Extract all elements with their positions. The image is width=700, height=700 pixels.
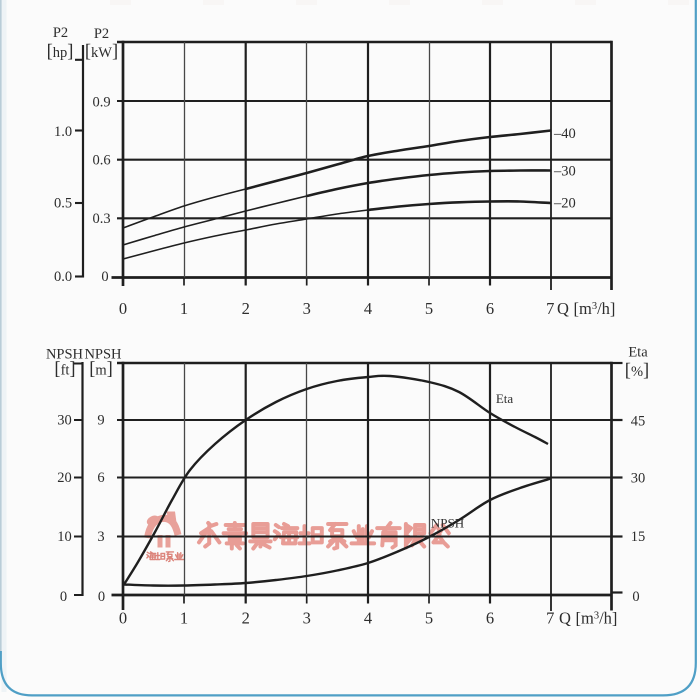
svg-text:6: 6 xyxy=(486,609,494,628)
svg-text:[kW]: [kW] xyxy=(85,42,118,62)
svg-text:NPSH: NPSH xyxy=(46,347,84,363)
svg-text:0: 0 xyxy=(119,609,127,628)
svg-text:30: 30 xyxy=(631,471,646,487)
svg-text:[%]: [%] xyxy=(625,361,649,381)
svg-text:[m3/h]: [m3/h] xyxy=(576,609,618,628)
svg-text:Eta: Eta xyxy=(628,345,648,361)
svg-text:NPSH: NPSH xyxy=(84,347,122,363)
svg-text:[m]: [m] xyxy=(89,360,113,380)
svg-text:[ft]: [ft] xyxy=(54,360,75,380)
svg-text:0: 0 xyxy=(60,589,67,605)
svg-text:9: 9 xyxy=(97,413,104,429)
svg-text:Eta: Eta xyxy=(496,391,514,406)
svg-text:Q: Q xyxy=(559,609,571,628)
svg-text:45: 45 xyxy=(631,414,646,430)
svg-text:2: 2 xyxy=(242,609,250,628)
svg-text:0: 0 xyxy=(632,589,639,605)
svg-text:–40: –40 xyxy=(553,126,576,142)
svg-text:0.9: 0.9 xyxy=(92,95,110,111)
svg-text:0: 0 xyxy=(119,299,127,318)
svg-text:6: 6 xyxy=(486,299,494,318)
svg-text:0: 0 xyxy=(101,269,108,285)
svg-text:5: 5 xyxy=(425,609,433,628)
svg-text:[hp]: [hp] xyxy=(47,42,74,62)
svg-text:2: 2 xyxy=(242,299,250,318)
svg-text:20: 20 xyxy=(57,470,72,486)
svg-text:–30: –30 xyxy=(553,164,576,180)
svg-text:0.6: 0.6 xyxy=(92,153,110,169)
svg-text:0.5: 0.5 xyxy=(54,196,72,212)
svg-text:3: 3 xyxy=(303,609,311,628)
svg-text:0.0: 0.0 xyxy=(54,269,72,285)
svg-text:P2: P2 xyxy=(94,26,109,42)
svg-text:3: 3 xyxy=(303,299,311,318)
svg-text:1.0: 1.0 xyxy=(54,124,72,140)
svg-text:1: 1 xyxy=(180,609,188,628)
svg-text:NPSH: NPSH xyxy=(431,516,464,531)
svg-text:Q: Q xyxy=(557,299,569,318)
svg-text:–20: –20 xyxy=(553,196,576,212)
svg-text:0.3: 0.3 xyxy=(92,211,110,227)
svg-text:P2: P2 xyxy=(53,25,68,41)
svg-text:4: 4 xyxy=(364,299,372,318)
svg-text:15: 15 xyxy=(631,529,646,545)
svg-text:7: 7 xyxy=(546,609,554,628)
svg-text:0: 0 xyxy=(98,589,105,605)
svg-text:6: 6 xyxy=(97,470,104,486)
svg-text:30: 30 xyxy=(57,413,72,429)
svg-text:10: 10 xyxy=(57,529,72,545)
svg-text:5: 5 xyxy=(425,299,433,318)
svg-text:1: 1 xyxy=(180,299,188,318)
svg-text:[m3/h]: [m3/h] xyxy=(574,299,616,318)
svg-text:7: 7 xyxy=(546,299,554,318)
svg-text:3: 3 xyxy=(97,529,104,545)
svg-text:4: 4 xyxy=(364,609,372,628)
